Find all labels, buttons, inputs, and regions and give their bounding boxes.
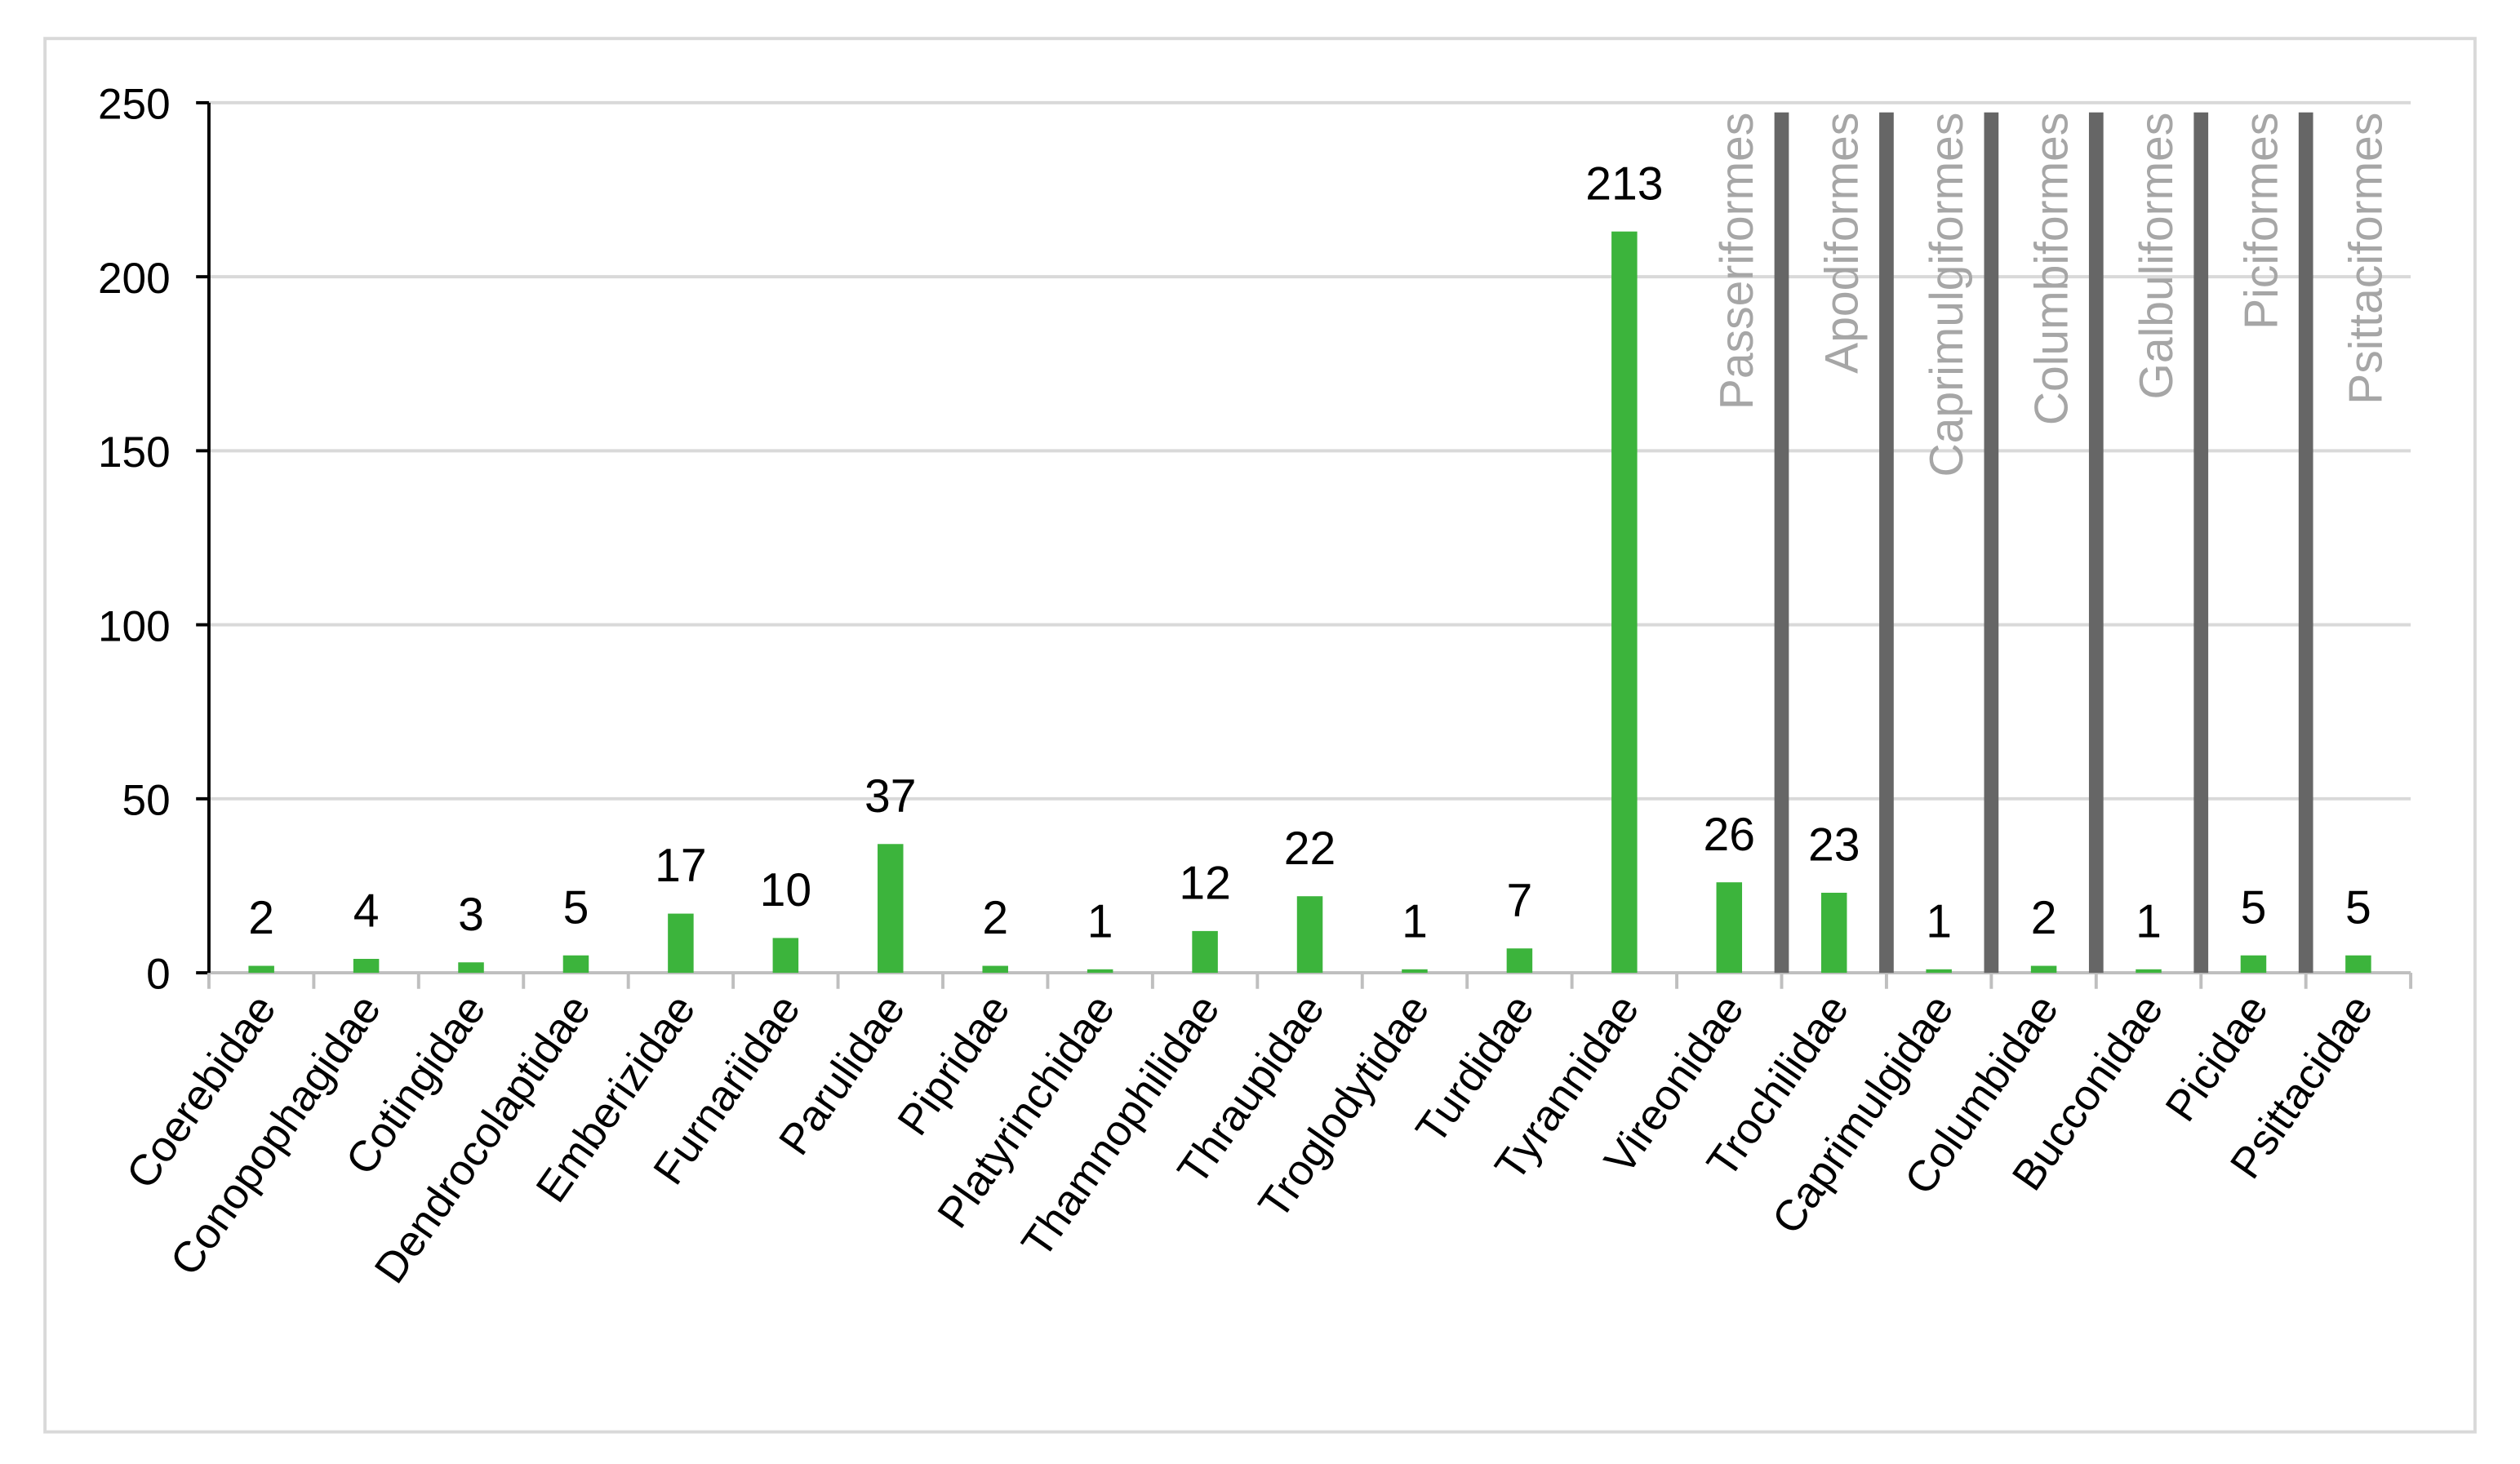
value-label: 2	[2031, 892, 2057, 944]
bar	[1926, 969, 1952, 974]
value-label: 2	[248, 892, 274, 944]
bar	[1820, 892, 1847, 974]
bar	[1402, 969, 1428, 974]
bar	[668, 913, 694, 974]
bar	[2030, 965, 2057, 974]
order-label: Apodiformes	[1816, 113, 1868, 374]
bar	[1296, 896, 1323, 974]
value-label: 1	[1926, 895, 1952, 947]
bar	[2240, 955, 2267, 974]
value-label: 2	[982, 892, 1008, 944]
value-label: 3	[458, 889, 484, 941]
value-label: 1	[1087, 895, 1113, 947]
bar	[772, 938, 799, 974]
y-tick-label: 50	[122, 777, 171, 825]
value-label: 12	[1179, 858, 1230, 910]
bar	[1716, 882, 1743, 974]
value-label: 5	[2345, 881, 2371, 934]
bar	[2136, 969, 2162, 974]
order-label: Passeriformes	[1711, 113, 1763, 410]
value-label: 22	[1284, 823, 1336, 875]
y-tick-label: 0	[146, 951, 171, 999]
value-label: 5	[563, 881, 589, 934]
y-tick-label: 100	[98, 602, 171, 650]
value-label: 23	[1808, 819, 1860, 872]
order-label: Galbuliformes	[2131, 113, 2183, 400]
value-label: 26	[1704, 809, 1755, 861]
y-tick-label: 250	[98, 81, 171, 129]
bar	[982, 965, 1008, 974]
bar	[1611, 231, 1638, 974]
value-label: 213	[1585, 157, 1663, 210]
order-label: Piciformes	[2235, 113, 2287, 330]
bar	[1087, 969, 1113, 974]
value-label: 4	[353, 885, 380, 938]
value-label: 17	[655, 840, 706, 892]
order-label: Columbiformes	[2025, 113, 2078, 425]
value-label: 5	[2241, 881, 2267, 934]
bar	[458, 962, 484, 974]
value-label: 7	[1507, 875, 1533, 927]
order-label: Caprimulgiformes	[1921, 113, 1973, 477]
value-label: 37	[864, 770, 916, 823]
bar	[562, 955, 589, 974]
bar	[353, 959, 380, 974]
chart-frame	[43, 37, 2477, 1434]
value-label: 10	[760, 864, 811, 916]
bar	[2345, 955, 2371, 974]
value-label: 1	[2136, 895, 2162, 947]
bar	[1506, 948, 1533, 974]
y-tick-label: 200	[98, 255, 171, 303]
y-tick-label: 150	[98, 428, 171, 477]
bar	[878, 844, 904, 974]
bar	[1192, 930, 1218, 974]
bar	[248, 965, 274, 974]
value-label: 1	[1402, 895, 1428, 947]
order-label: Psittaciformes	[2340, 113, 2393, 405]
